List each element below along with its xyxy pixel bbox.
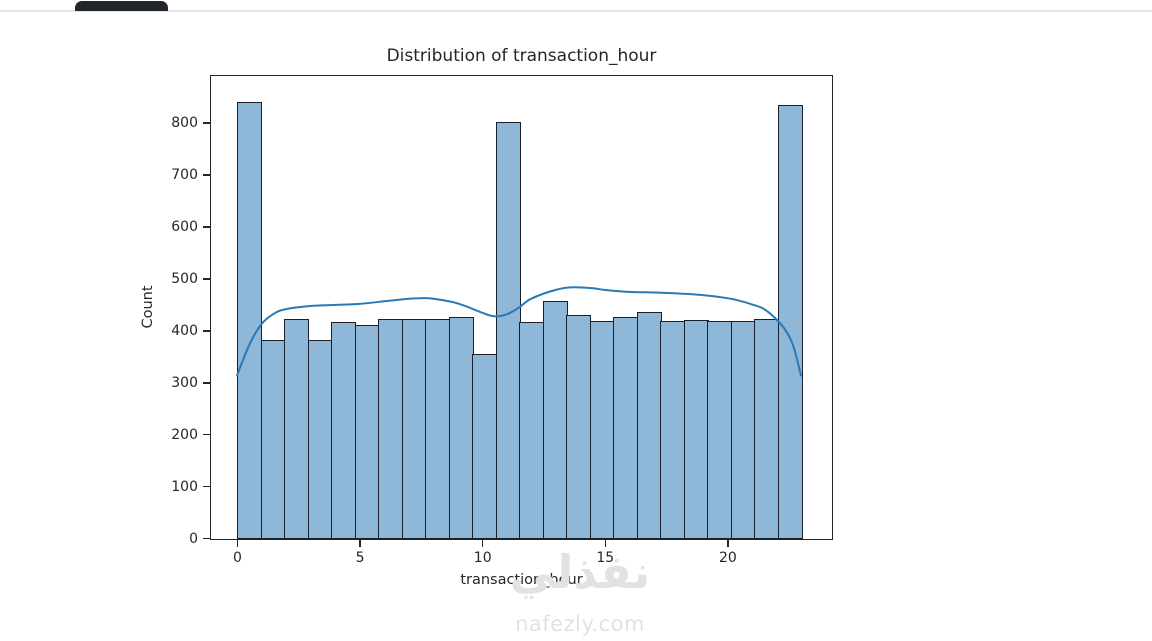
y-axis-label: Count xyxy=(140,285,156,329)
x-tick-label-5: 5 xyxy=(355,550,365,566)
histogram-bar-h4 xyxy=(331,322,356,539)
y-tick-label-300: 300 xyxy=(171,374,198,391)
histogram-bar-h14 xyxy=(566,315,591,539)
histogram-bar-h8 xyxy=(425,318,450,539)
y-tick-mark-200 xyxy=(203,433,210,436)
histogram-bar-h9 xyxy=(448,317,474,539)
histogram-bars xyxy=(211,76,832,539)
y-tick-mark-800 xyxy=(203,122,210,124)
browser-tab-remnant[interactable] xyxy=(75,1,168,11)
y-tick-label-400: 400 xyxy=(171,322,198,339)
histogram-bar-h2 xyxy=(284,318,309,539)
y-tick-mark-300 xyxy=(203,382,210,384)
histogram-bar-h3 xyxy=(307,340,333,539)
x-axis-label: transaction_hour xyxy=(460,572,583,588)
histogram-bar-h13 xyxy=(542,301,568,539)
x-tick-label-10: 10 xyxy=(473,550,492,566)
x-tick-mark-5 xyxy=(359,540,361,547)
x-tick-mark-0 xyxy=(236,540,239,547)
y-tick-label-100: 100 xyxy=(171,478,198,495)
histogram-bar-h15 xyxy=(589,320,615,539)
histogram-bar-h0 xyxy=(237,101,262,539)
histogram-bar-h21 xyxy=(730,320,756,539)
histogram-bar-h20 xyxy=(707,320,732,539)
histogram-bar-h5 xyxy=(354,325,380,539)
x-tick-label-20: 20 xyxy=(719,550,737,566)
histogram-bar-h12 xyxy=(519,321,544,539)
y-tick-label-800: 800 xyxy=(171,115,198,132)
y-tick-label-500: 500 xyxy=(171,270,198,287)
x-tick-label-0: 0 xyxy=(233,550,242,566)
y-tick-label-0: 0 xyxy=(189,530,198,547)
window-top-divider xyxy=(0,10,1152,12)
y-tick-mark-600 xyxy=(203,226,210,228)
histogram-bar-h6 xyxy=(378,318,403,539)
y-tick-mark-500 xyxy=(203,278,210,280)
histogram-bar-h7 xyxy=(401,318,427,539)
y-tick-mark-100 xyxy=(203,485,210,488)
histogram-bar-h18 xyxy=(660,320,685,539)
histogram-bar-h11 xyxy=(495,122,521,539)
y-tick-mark-0 xyxy=(203,537,210,540)
y-tick-label-600: 600 xyxy=(171,219,198,236)
x-tick-mark-15 xyxy=(604,540,607,547)
x-tick-label-15: 15 xyxy=(596,550,615,566)
x-tick-mark-10 xyxy=(481,540,484,547)
histogram-bar-h17 xyxy=(636,311,662,539)
plot-area xyxy=(210,75,833,540)
histogram-bar-h22 xyxy=(754,318,779,539)
y-tick-label-200: 200 xyxy=(171,426,198,443)
histogram-bar-h10 xyxy=(472,353,497,539)
watermark-site-text: nafezly.com xyxy=(515,612,645,636)
histogram-bar-h19 xyxy=(683,320,709,539)
chart-title: Distribution of transaction_hour xyxy=(386,46,657,66)
y-tick-mark-700 xyxy=(203,174,210,176)
histogram-bar-h23 xyxy=(777,105,803,539)
y-tick-mark-400 xyxy=(203,330,210,332)
x-tick-mark-20 xyxy=(727,540,729,547)
histogram-bar-h1 xyxy=(260,340,286,539)
y-tick-label-700: 700 xyxy=(171,167,198,184)
histogram-bar-h16 xyxy=(613,317,638,539)
